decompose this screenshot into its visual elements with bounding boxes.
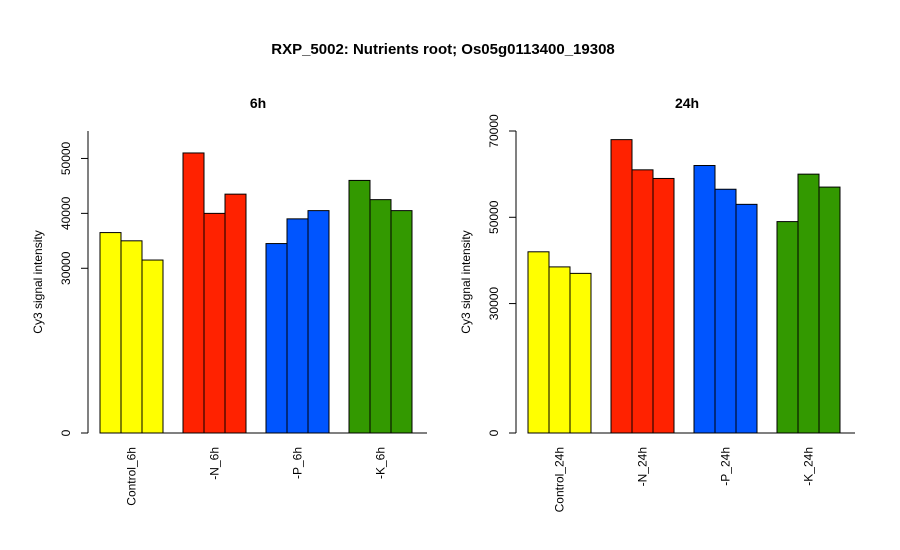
bar: [224, 193, 247, 434]
panel-title: 6h: [250, 95, 266, 111]
bar: [527, 251, 550, 434]
x-tick-label: Control_24h: [553, 447, 567, 512]
bar: [348, 179, 371, 434]
bar: [286, 218, 309, 434]
bar: [569, 272, 592, 434]
x-tick-label: Control_6h: [125, 447, 139, 506]
bar: [714, 188, 737, 434]
y-axis-label: Cy3 signal intensity: [459, 230, 473, 333]
bar: [120, 240, 143, 434]
bar: [265, 243, 288, 434]
bar: [390, 210, 413, 434]
panel-6h: 6h Cy3 signal intensity 0 30000 40000 50000 Co…: [31, 95, 427, 506]
y-axis-label: Cy3 signal intensity: [31, 230, 45, 333]
bar: [776, 221, 799, 434]
y-tick-label: 50000: [59, 141, 73, 175]
panel-24h: 24h Cy3 signal intensity 0 30000 50000 70000 C…: [459, 95, 855, 512]
bar: [631, 169, 654, 434]
bar: [203, 212, 226, 434]
y-tick-label: 40000: [59, 196, 73, 230]
bar: [818, 186, 841, 434]
x-tick-label: -P_6h: [291, 447, 305, 479]
bar: [652, 177, 675, 434]
bar: [182, 152, 205, 434]
bar: [735, 203, 758, 434]
bar: [693, 165, 716, 434]
x-tick-label: -K_6h: [374, 447, 388, 479]
x-tick-label: -N_6h: [208, 447, 222, 480]
panel-title: 24h: [675, 95, 699, 111]
x-tick-label: -N_24h: [636, 447, 650, 486]
bar: [369, 199, 392, 434]
x-tick-label: -P_24h: [719, 447, 733, 486]
bar: [141, 259, 164, 434]
x-tick-label: -K_24h: [802, 447, 816, 486]
y-tick-label: 0: [487, 429, 501, 436]
y-tick-label: 70000: [487, 114, 501, 148]
bar: [99, 232, 122, 434]
y-tick-label: 30000: [487, 287, 501, 321]
y-tick-label: 50000: [487, 200, 501, 234]
bar: [797, 173, 820, 434]
bar: [548, 266, 571, 434]
y-tick-label: 30000: [59, 251, 73, 285]
bar: [610, 139, 633, 434]
bar: [307, 210, 330, 434]
figure-title: RXP_5002: Nutrients root; Os05g0113400_1…: [271, 41, 615, 58]
y-tick-label: 0: [59, 429, 73, 436]
